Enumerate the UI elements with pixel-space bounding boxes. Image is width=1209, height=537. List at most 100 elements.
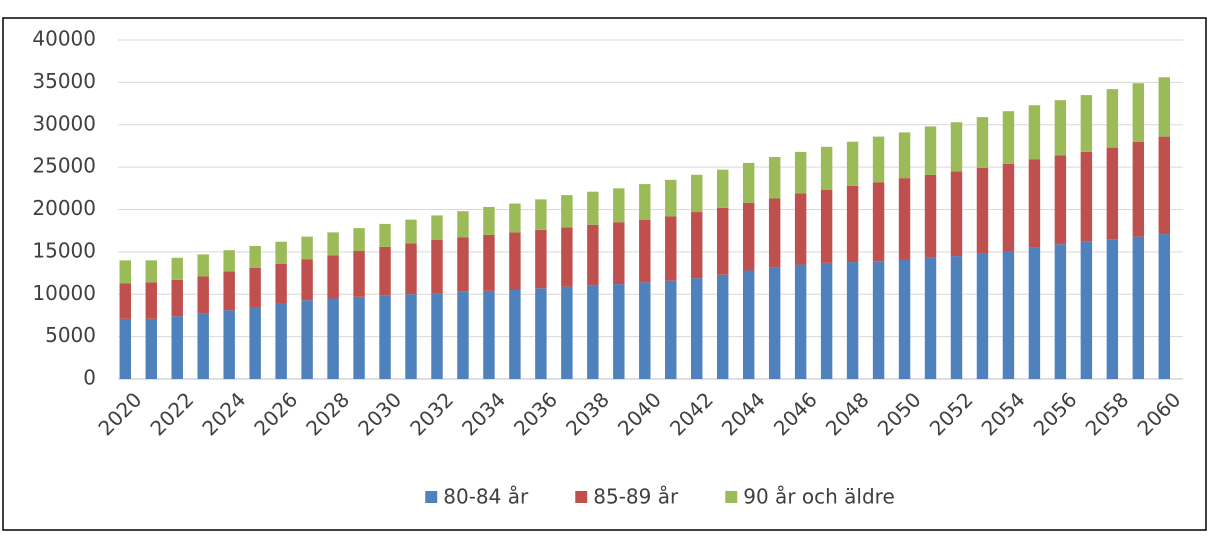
bar-segment [327, 232, 339, 256]
bar-segment [1106, 239, 1119, 379]
bar-segment [353, 228, 365, 252]
bar-segment [820, 190, 833, 263]
bar-segment [924, 174, 937, 258]
chart-frame [2, 17, 1207, 531]
bar-segment [1002, 111, 1015, 164]
bar-segment [1106, 89, 1119, 148]
bar-segment [1158, 136, 1171, 235]
legend-swatch [725, 491, 738, 503]
bar-segment [405, 294, 417, 379]
bar-segment [950, 171, 963, 257]
bar-segment [665, 179, 677, 217]
bar-segment [1080, 151, 1093, 242]
y-tick-label: 30000 [32, 111, 96, 135]
bar-segment [223, 250, 235, 272]
bar-segment [275, 303, 287, 379]
y-tick-label: 40000 [32, 27, 96, 51]
bar-segment [119, 318, 131, 379]
bar-segment [846, 185, 859, 263]
bar-segment [1158, 234, 1171, 379]
bar-segment [691, 174, 703, 213]
y-tick-label: 10000 [32, 281, 96, 305]
bar-segment [898, 178, 911, 260]
bar-segment [1132, 83, 1145, 142]
bar-segment [742, 162, 755, 203]
bar-segment [223, 310, 235, 379]
bar-segment [405, 243, 417, 295]
bar-segment [1080, 95, 1093, 152]
bar-segment [976, 167, 989, 254]
bar-segment [872, 136, 885, 183]
bar-segment [613, 284, 625, 379]
bar-segment [1054, 244, 1067, 379]
y-tick-label: 25000 [32, 154, 96, 178]
bar-segment [691, 278, 703, 379]
bar-segment [768, 156, 781, 199]
bar-segment [872, 261, 885, 379]
bar-segment [145, 282, 157, 319]
bar-segment [379, 246, 391, 296]
bar-segment [327, 298, 339, 379]
legend-label: 80-84 år [443, 485, 529, 509]
bar-segment [561, 195, 573, 228]
bar-segment [976, 117, 989, 168]
bar-segment [249, 245, 261, 268]
bar-segment [820, 146, 833, 191]
legend-label: 85-89 år [593, 485, 679, 509]
bar-segment [924, 257, 937, 379]
bar-segment [924, 126, 937, 175]
bar-segment [742, 202, 755, 271]
bar-segment [379, 223, 391, 247]
bar-segment [509, 203, 521, 233]
bar-segment [716, 169, 729, 208]
bar-segment [431, 215, 443, 241]
bar-segment [379, 295, 391, 379]
bar-segment [535, 288, 547, 379]
bar-segment [846, 262, 859, 379]
bar-segment [171, 257, 183, 280]
bar-segment [1132, 236, 1145, 379]
y-tick-label: 20000 [32, 196, 96, 220]
bar-segment [119, 283, 131, 319]
bar-segment [249, 267, 261, 307]
bar-segment [483, 206, 495, 235]
bar-segment [1054, 100, 1067, 156]
legend-swatch [425, 491, 438, 503]
bar-segment [1028, 105, 1041, 160]
bar-segment [457, 237, 469, 292]
bar-segment [639, 184, 651, 220]
bar-segment [561, 286, 573, 379]
bar-segment [794, 151, 807, 194]
bar-segment [846, 141, 859, 186]
bar-segment [639, 282, 651, 379]
legend-label: 90 år och äldre [743, 485, 895, 509]
bar-segment [898, 132, 911, 179]
bar-segment [1132, 141, 1145, 237]
bar-segment [535, 199, 547, 230]
bar-segment [457, 291, 469, 379]
bar-segment [1080, 241, 1093, 379]
bar-segment [353, 296, 365, 379]
bar-segment [301, 236, 313, 260]
bar-segment [716, 274, 729, 379]
bar-segment [145, 318, 157, 379]
bar-segment [561, 227, 573, 287]
bar-segment [794, 264, 807, 379]
bar-segment [1028, 247, 1041, 379]
bar-segment [353, 251, 365, 297]
bar-segment [431, 240, 443, 294]
bar-segment [587, 191, 599, 225]
bar-segment [197, 276, 209, 314]
y-tick-label: 15000 [32, 238, 96, 262]
bar-segment [898, 259, 911, 379]
bar-segment [275, 263, 287, 304]
bar-segment [716, 207, 729, 275]
bar-segment [820, 262, 833, 379]
bar-segment [950, 256, 963, 379]
legend-swatch [575, 491, 588, 503]
bar-segment [457, 211, 469, 238]
bar-segment [1002, 163, 1015, 252]
bar-segment [197, 254, 209, 277]
bar-segment [171, 279, 183, 317]
y-tick-label: 35000 [32, 69, 96, 93]
